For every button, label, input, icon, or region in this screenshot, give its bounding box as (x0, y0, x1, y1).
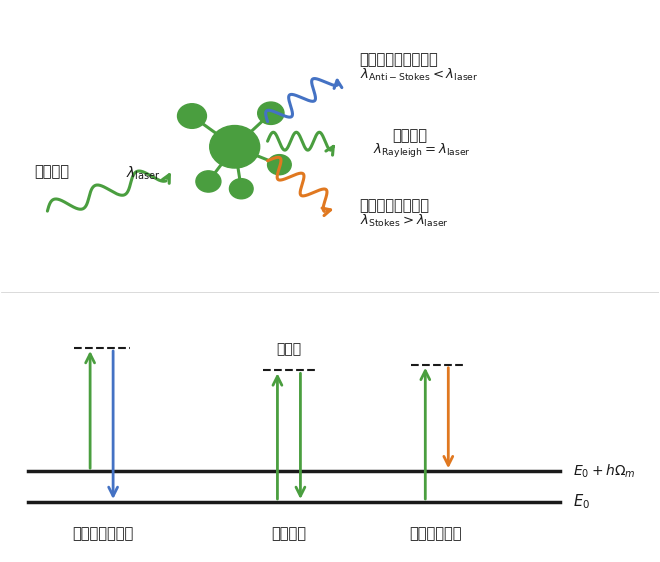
Circle shape (210, 125, 259, 168)
Text: 斯托克斯散射: 斯托克斯散射 (409, 526, 461, 541)
Text: $\lambda_{\rm laser}$: $\lambda_{\rm laser}$ (126, 165, 161, 182)
Circle shape (230, 179, 253, 199)
Circle shape (257, 102, 284, 124)
Circle shape (178, 104, 207, 128)
Text: $\lambda_{\rm Stokes} > \lambda_{\rm laser}$: $\lambda_{\rm Stokes} > \lambda_{\rm las… (360, 212, 448, 229)
Text: $\lambda_{\rm Anti-Stokes} < \lambda_{\rm laser}$: $\lambda_{\rm Anti-Stokes} < \lambda_{\r… (360, 67, 478, 83)
Circle shape (267, 155, 291, 175)
Text: 反斯托克斯散射: 反斯托克斯散射 (73, 526, 134, 541)
Text: 入射光子: 入射光子 (34, 165, 69, 179)
Text: 斯托克斯拉曼散射: 斯托克斯拉曼散射 (360, 198, 430, 213)
Text: $\lambda_{\rm Rayleigh} = \lambda_{\rm laser}$: $\lambda_{\rm Rayleigh} = \lambda_{\rm l… (373, 142, 471, 160)
Text: $E_0 + h\Omega_m$: $E_0 + h\Omega_m$ (573, 463, 636, 480)
Text: 瑞利散射: 瑞利散射 (393, 128, 428, 143)
Text: $E_0$: $E_0$ (573, 492, 590, 511)
Text: 瑞利散射: 瑞利散射 (271, 526, 306, 541)
Text: 反斯托克斯拉曼散射: 反斯托克斯拉曼散射 (360, 53, 438, 67)
Circle shape (196, 171, 221, 192)
Text: 虚能级: 虚能级 (277, 342, 302, 356)
